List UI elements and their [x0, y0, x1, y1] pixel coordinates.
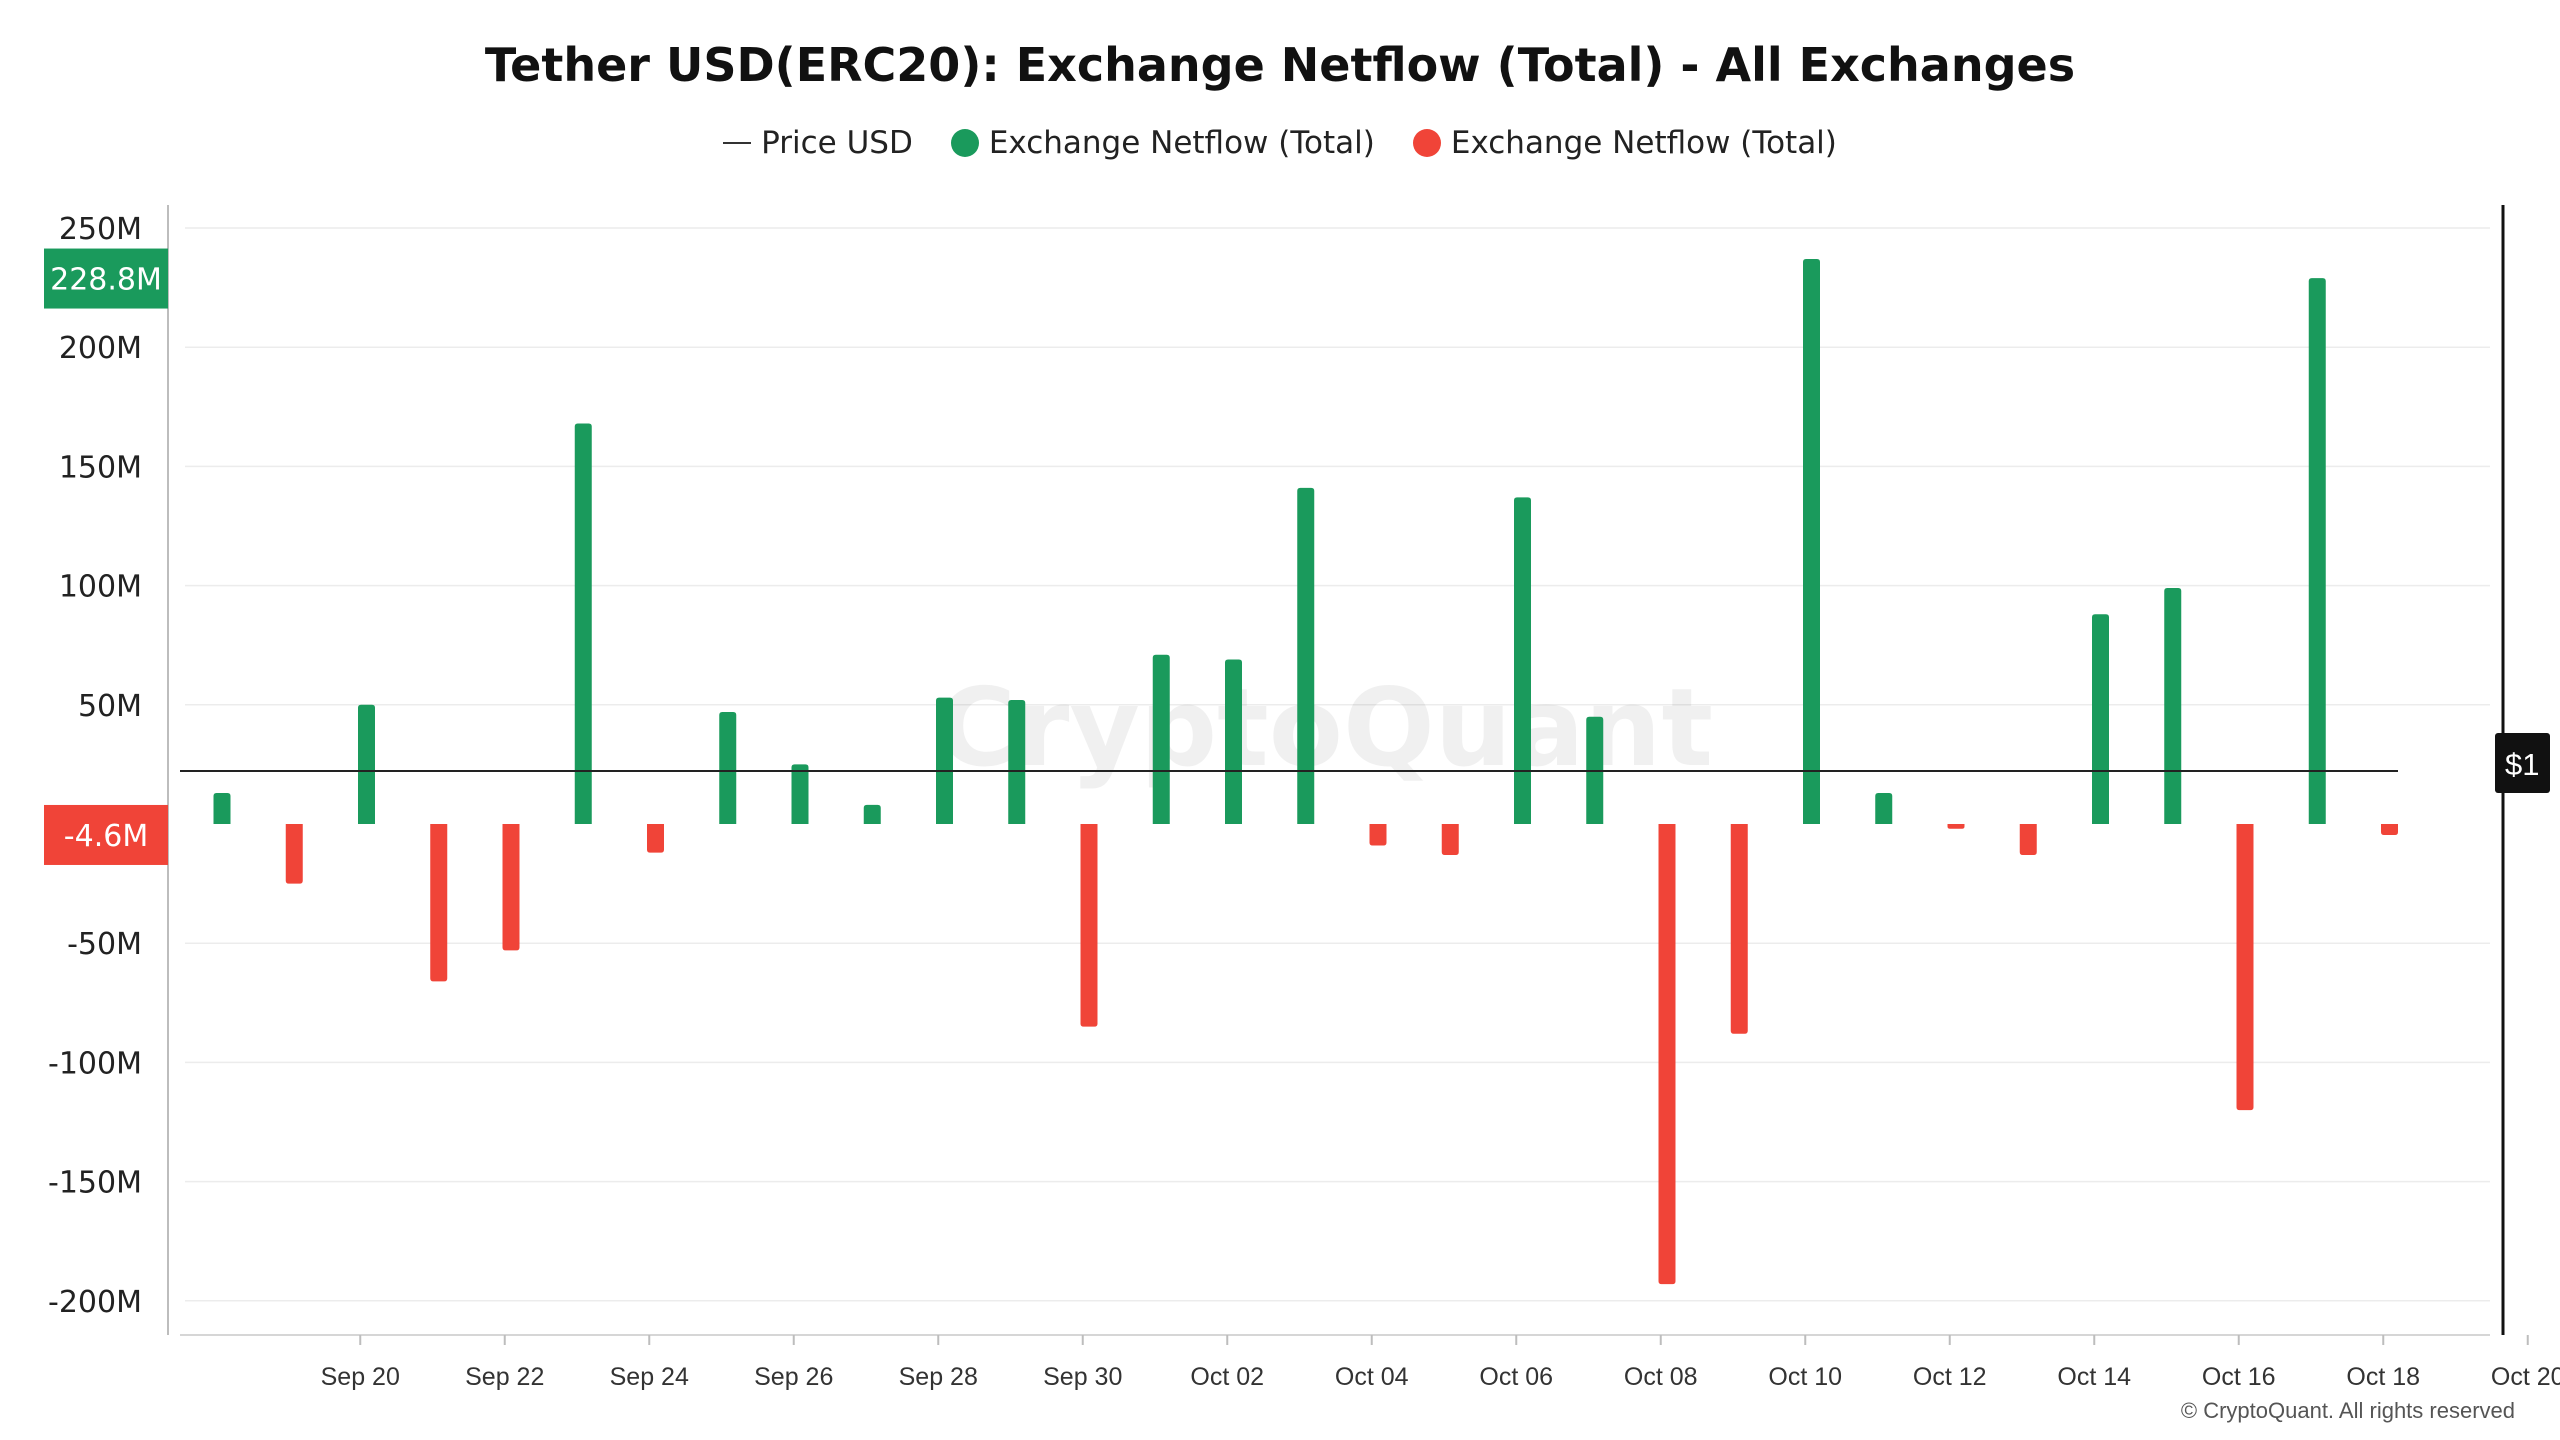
x-tick-label: Sep 20 [321, 1363, 400, 1391]
netflow-bar-positive[interactable] [863, 804, 881, 824]
x-tick-label: Oct 06 [1479, 1363, 1553, 1391]
y-tick-label: 100M [59, 570, 142, 605]
netflow-bar-positive[interactable] [358, 704, 375, 824]
y-tick-label: 150M [59, 450, 142, 485]
x-tick-label: Oct 16 [2202, 1363, 2276, 1391]
legend-item-price[interactable]: Price USD [723, 125, 913, 161]
netflow-bar-negative[interactable] [2381, 824, 2398, 835]
netflow-bar-positive[interactable] [213, 793, 231, 824]
y-tick-label: 50M [78, 689, 142, 724]
value-highlight-bg [44, 248, 168, 309]
price-tag-bg [2495, 733, 2550, 793]
netflow-bar-negative[interactable] [1441, 824, 1459, 855]
netflow-bar-negative[interactable] [430, 824, 448, 982]
y-tick-label: 200M [59, 331, 142, 366]
legend-item-netflow-negative[interactable]: Exchange Netflow (Total) [1412, 125, 1837, 161]
netflow-bar-negative[interactable] [1947, 824, 1965, 829]
value-highlight-bg [44, 804, 168, 865]
netflow-bar-negative[interactable] [2236, 824, 2254, 1111]
netflow-bar-positive[interactable] [719, 711, 737, 824]
netflow-bar-positive[interactable] [2164, 587, 2182, 824]
legend-line-marker [723, 142, 752, 144]
netflow-bar-negative[interactable] [647, 824, 664, 853]
copyright-text: © CryptoQuant. All rights reserved [2180, 1398, 2515, 1423]
legend-label-netflow-negative: Exchange Netflow (Total) [1450, 125, 1837, 161]
price-tag: $1 [2495, 733, 2550, 793]
x-tick-label: Sep 22 [465, 1363, 544, 1391]
netflow-bar-positive[interactable] [1152, 654, 1170, 824]
netflow-bar-negative[interactable] [2019, 824, 2037, 855]
legend-item-netflow-positive[interactable]: Exchange Netflow (Total) [950, 125, 1375, 161]
x-tick-label: Oct 18 [2346, 1363, 2420, 1391]
netflow-bar-positive[interactable] [1008, 700, 1026, 824]
x-tick-label: Oct 02 [1190, 1363, 1264, 1391]
y-tick-label: -150M [48, 1166, 142, 1201]
x-tick-label: Oct 04 [1335, 1363, 1409, 1391]
value-highlight-label: 228.8M [44, 248, 168, 309]
x-tick-label: Sep 24 [610, 1363, 689, 1391]
netflow-bar-positive[interactable] [1803, 258, 1820, 824]
netflow-bar-negative[interactable] [1080, 824, 1098, 1027]
x-tick-label: Oct 14 [2057, 1363, 2131, 1391]
x-tick-label: Oct 20 [2491, 1363, 2560, 1391]
legend-dot-red-marker [1412, 129, 1441, 157]
y-tick-label: -100M [48, 1046, 142, 1081]
x-tick-label: Sep 26 [754, 1363, 833, 1391]
legend: Price USD Exchange Netflow (Total) Excha… [0, 125, 2560, 161]
netflow-bar-negative[interactable] [502, 824, 520, 951]
price-tag-label: $1 [2505, 747, 2539, 782]
netflow-bar-negative[interactable] [1369, 824, 1387, 846]
legend-label-price: Price USD [761, 125, 913, 161]
netflow-bar-positive[interactable] [791, 764, 809, 824]
netflow-bar-positive[interactable] [936, 697, 953, 824]
x-tick-label: Oct 10 [1768, 1363, 1842, 1391]
netflow-bar-positive[interactable] [574, 423, 592, 824]
netflow-bar-positive[interactable] [1514, 497, 1531, 824]
x-tick-label: Oct 08 [1624, 1363, 1698, 1391]
x-tick-label: Sep 28 [899, 1363, 978, 1391]
netflow-bar-negative[interactable] [1730, 824, 1748, 1034]
netflow-bar-negative[interactable] [285, 824, 303, 884]
netflow-bar-positive[interactable] [2308, 278, 2326, 825]
legend-dot-green-marker [950, 129, 979, 157]
value-highlight-label: -4.6M [44, 804, 168, 865]
chart-title: Tether USD(ERC20): Exchange Netflow (Tot… [484, 38, 2076, 92]
y-tick-label: -200M [48, 1285, 142, 1320]
netflow-bar-positive[interactable] [2092, 614, 2109, 824]
netflow-bar-positive[interactable] [1875, 793, 1893, 824]
x-tick-label: Sep 30 [1043, 1363, 1122, 1391]
legend-label-netflow-positive: Exchange Netflow (Total) [988, 125, 1375, 161]
x-tick-label: Oct 12 [1913, 1363, 1987, 1391]
value-highlight-text: -4.6M [64, 819, 148, 854]
netflow-bar-negative[interactable] [1658, 824, 1676, 1285]
y-tick-label: 250M [59, 212, 142, 247]
netflow-bar-positive[interactable] [1225, 659, 1242, 824]
y-tick-label: -50M [67, 927, 142, 962]
value-highlight-text: 228.8M [50, 263, 162, 298]
netflow-bar-positive[interactable] [1297, 487, 1315, 824]
